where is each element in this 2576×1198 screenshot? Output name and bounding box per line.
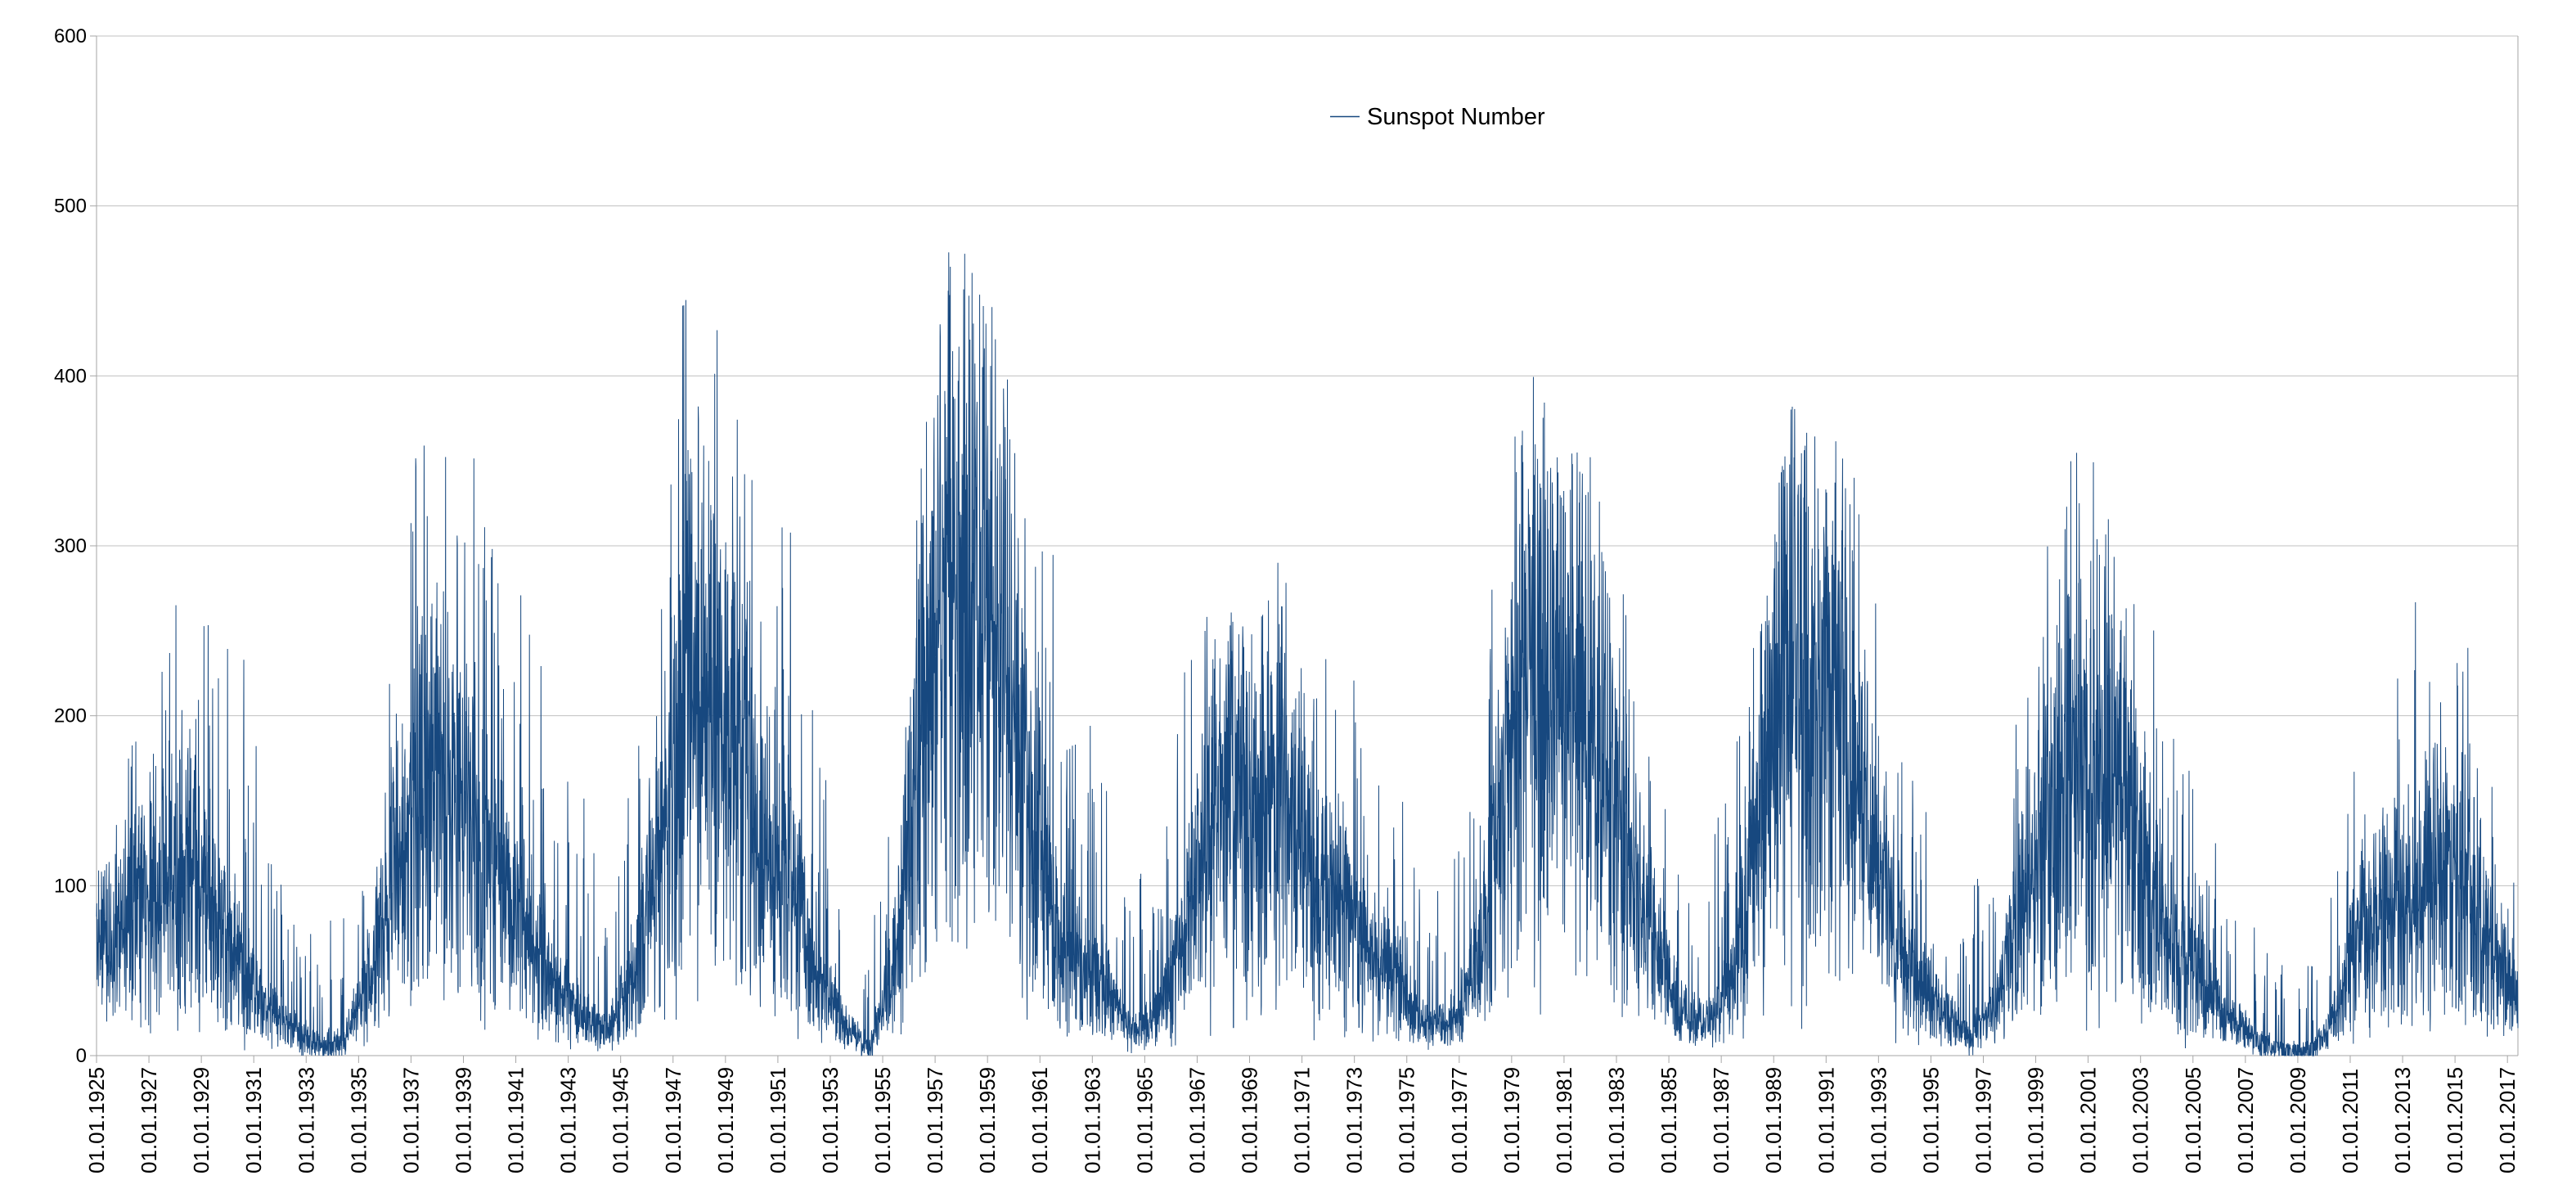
- x-tick-label: 01.01.1949: [713, 1067, 738, 1173]
- x-tick-label: 01.01.1943: [556, 1067, 581, 1173]
- y-tick-label: 300: [54, 535, 87, 557]
- x-tick-label: 01.01.1961: [1027, 1067, 1052, 1173]
- y-tick-label: 400: [54, 365, 87, 387]
- y-tick-label: 500: [54, 196, 87, 218]
- x-tick-label: 01.01.1925: [84, 1067, 109, 1173]
- x-tick-label: 01.01.1987: [1709, 1067, 1733, 1173]
- x-tick-label: 01.01.1973: [1342, 1067, 1367, 1173]
- axes: [90, 35, 2519, 1063]
- x-tick-label: 01.01.1971: [1290, 1067, 1315, 1173]
- x-tick-label: 01.01.2007: [2233, 1067, 2258, 1173]
- y-tick-label: 100: [54, 875, 87, 897]
- x-tick-label: 01.01.2009: [2286, 1067, 2310, 1173]
- x-tick-label: 01.01.1983: [1604, 1067, 1629, 1173]
- x-tick-label: 01.01.1985: [1657, 1067, 1681, 1173]
- x-tick-label: 01.01.1975: [1395, 1067, 1419, 1173]
- y-tick-label: 0: [76, 1045, 87, 1067]
- x-tick-label: 01.01.1995: [1918, 1067, 1943, 1173]
- x-tick-label: 01.01.2013: [2390, 1067, 2415, 1173]
- series: [96, 252, 2519, 1057]
- x-tick-label: 01.01.1963: [1080, 1067, 1104, 1173]
- x-tick-label: 01.01.1969: [1238, 1067, 1262, 1173]
- x-tick-label: 01.01.1937: [398, 1067, 423, 1173]
- x-tick-label: 01.01.2017: [2495, 1067, 2520, 1173]
- x-tick-label: 01.01.1953: [818, 1067, 843, 1173]
- x-tick-label: 01.01.1951: [766, 1067, 790, 1173]
- x-tick-label: 01.01.1927: [137, 1067, 161, 1173]
- x-tick-label: 01.01.2011: [2338, 1069, 2362, 1173]
- x-tick-label: 01.01.1979: [1499, 1067, 1524, 1173]
- axis-labels: 0 100 200 300 400 500 600 01.01.1925 01.01.1927 0…: [54, 25, 2520, 1173]
- x-tick-label: 01.01.2001: [2076, 1067, 2101, 1173]
- x-tick-label: 01.01.1965: [1132, 1067, 1157, 1173]
- x-tick-label: 01.01.1981: [1552, 1067, 1576, 1173]
- legend-label: Sunspot Number: [1367, 104, 1545, 130]
- y-tick-label: 600: [54, 25, 87, 47]
- x-tick-label: 01.01.1977: [1447, 1067, 1472, 1173]
- x-tick-label: 01.01.1991: [1814, 1067, 1838, 1173]
- x-tick-label: 01.01.1941: [504, 1067, 528, 1173]
- x-tick-label: 01.01.1993: [1866, 1067, 1890, 1173]
- x-tick-label: 01.01.1997: [1971, 1067, 1995, 1173]
- gridlines: [97, 35, 2518, 886]
- x-tick-label: 01.01.1935: [346, 1067, 371, 1173]
- x-tick-label: 01.01.2005: [2181, 1067, 2205, 1173]
- x-tick-label: 01.01.1929: [189, 1067, 214, 1173]
- x-tick-label: 01.01.1955: [870, 1067, 895, 1173]
- sunspot-series-line: [96, 252, 2519, 1057]
- x-tick-label: 01.01.1957: [923, 1067, 947, 1173]
- x-tick-label: 01.01.1959: [975, 1067, 1000, 1173]
- x-tick-label: 01.01.1945: [609, 1067, 633, 1173]
- x-tick-label: 01.01.1947: [661, 1067, 686, 1173]
- x-tick-label: 01.01.1939: [451, 1067, 475, 1173]
- x-tick-label: 01.01.1999: [2024, 1067, 2048, 1173]
- x-tick-label: 01.01.1933: [294, 1067, 318, 1173]
- x-tick-label: 01.01.2015: [2443, 1067, 2467, 1173]
- y-tick-label: 200: [54, 705, 87, 727]
- x-tick-label: 01.01.2003: [2129, 1067, 2153, 1173]
- legend: Sunspot Number: [1330, 104, 1545, 130]
- x-tick-label: 01.01.1931: [241, 1067, 266, 1173]
- x-tick-label: 01.01.1967: [1185, 1067, 1209, 1173]
- x-tick-label: 01.01.1989: [1761, 1067, 1786, 1173]
